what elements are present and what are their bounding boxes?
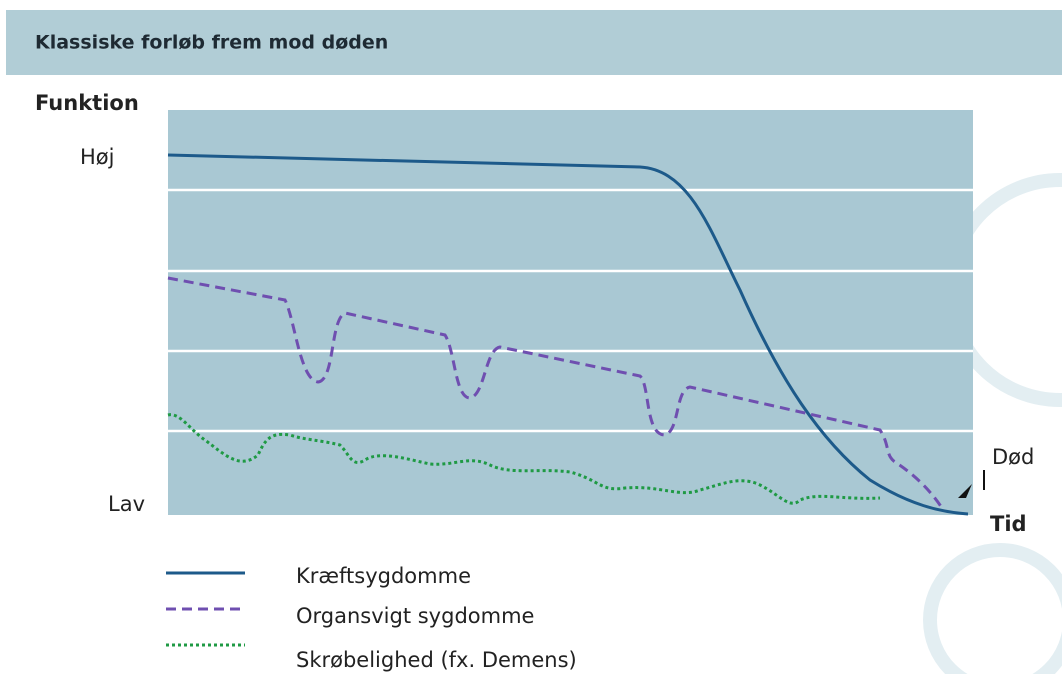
legend-label: Organsvigt sygdomme (296, 604, 534, 628)
legend-label: Kræftsygdomme (296, 564, 471, 588)
page: Klassiske forløb frem mod døden Funktion… (0, 0, 1062, 674)
x-title: Tid (990, 512, 1027, 536)
y-low: Lav (108, 492, 145, 516)
y-title: Funktion (35, 91, 139, 115)
death-label: Død (992, 445, 1034, 469)
legend-label: Skrøbelighed (fx. Demens) (296, 648, 577, 672)
header-title: Klassiske forløb frem mod døden (35, 32, 388, 54)
y-high: Høj (80, 145, 114, 169)
